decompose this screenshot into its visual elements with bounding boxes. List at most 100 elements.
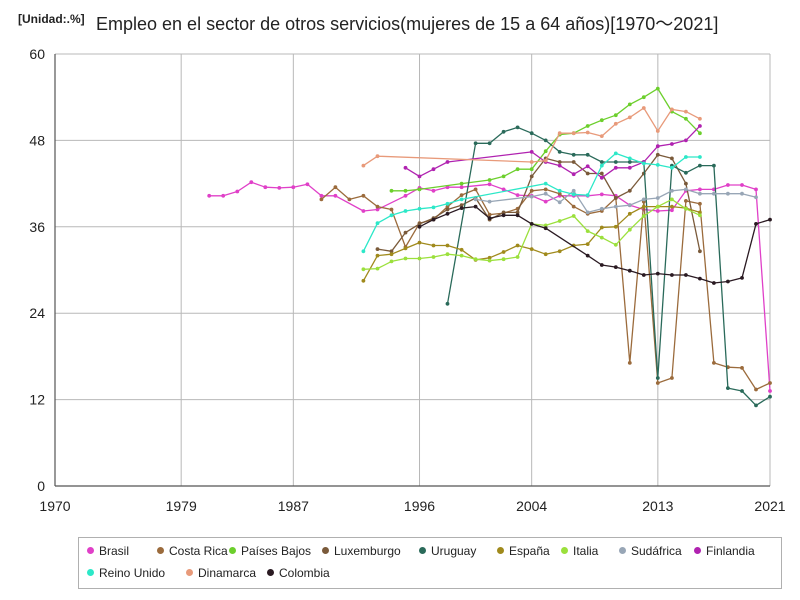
legend-marker xyxy=(157,547,164,555)
y-tick-label: 36 xyxy=(29,219,45,235)
data-point-brasil xyxy=(277,186,282,190)
data-point-sudafrica xyxy=(754,195,758,200)
data-point-reino-unido xyxy=(599,163,604,168)
data-point-italia xyxy=(684,206,688,211)
data-point-colombia xyxy=(698,276,702,281)
data-point-espana xyxy=(403,246,408,251)
series-reino-unido xyxy=(361,151,702,254)
data-point-colombia xyxy=(670,273,674,277)
data-point-sudafrica xyxy=(585,210,590,215)
x-tick-label: 2013 xyxy=(642,498,673,514)
data-point-uruguay xyxy=(698,163,702,168)
data-point-espana xyxy=(515,243,520,248)
data-point-dinamarca xyxy=(655,129,660,133)
data-point-luxemburgo xyxy=(501,210,506,215)
series-colombia xyxy=(417,204,772,285)
data-point-italia xyxy=(655,204,660,209)
data-point-brasil xyxy=(599,192,604,197)
data-point-costa-rica xyxy=(754,387,758,392)
data-point-italia xyxy=(599,235,604,240)
data-point-brasil xyxy=(207,193,212,198)
data-point-paises-bajos xyxy=(585,124,590,128)
data-point-espana xyxy=(670,204,674,209)
data-point-sudafrica xyxy=(670,188,674,193)
data-point-reino-unido xyxy=(389,213,394,218)
series-luxemburgo xyxy=(375,152,702,254)
legend-marker xyxy=(229,547,236,555)
data-point-reino-unido xyxy=(375,221,380,226)
data-point-finlandia xyxy=(403,165,408,170)
legend-marker xyxy=(186,569,193,577)
legend-item-colombia: Colombia xyxy=(267,566,330,580)
data-point-finlandia xyxy=(655,144,660,149)
data-point-colombia xyxy=(712,281,716,285)
legend-marker xyxy=(497,547,504,555)
legend-item-paises-bajos: Países Bajos xyxy=(229,544,311,558)
data-point-italia xyxy=(375,266,380,271)
data-point-paises-bajos xyxy=(389,188,394,193)
axes xyxy=(54,54,770,487)
data-point-brasil xyxy=(375,207,380,212)
legend-label: Colombia xyxy=(279,566,330,580)
legend-marker xyxy=(619,547,626,555)
legend-item-uruguay: Uruguay xyxy=(419,544,476,558)
data-point-brasil xyxy=(459,185,464,190)
y-tick-label: 60 xyxy=(29,46,45,62)
data-point-brasil xyxy=(221,193,226,198)
data-point-sudafrica xyxy=(655,196,660,200)
data-point-espana xyxy=(529,247,534,252)
legend-marker xyxy=(419,547,426,555)
data-point-sudafrica xyxy=(487,199,492,204)
data-point-espana xyxy=(585,242,590,247)
data-point-brasil xyxy=(543,199,548,204)
data-point-italia xyxy=(571,214,576,218)
data-point-italia xyxy=(487,258,492,263)
legend-marker xyxy=(322,547,329,555)
series-line-brasil xyxy=(209,181,771,392)
data-point-italia xyxy=(417,256,422,261)
data-point-dinamarca xyxy=(543,158,548,163)
data-point-costa-rica xyxy=(627,361,632,365)
data-point-uruguay xyxy=(684,170,688,175)
data-point-brasil xyxy=(361,209,366,213)
data-point-dinamarca xyxy=(571,131,576,136)
x-tick-label: 1979 xyxy=(166,498,197,514)
data-point-dinamarca xyxy=(585,130,590,135)
data-point-colombia xyxy=(501,213,506,218)
data-point-italia xyxy=(670,197,674,202)
data-point-finlandia xyxy=(627,165,632,170)
unit-label: [Unidad:.%] xyxy=(18,12,85,26)
data-point-colombia xyxy=(543,226,548,231)
series-italia xyxy=(361,197,702,272)
data-point-brasil xyxy=(235,189,240,194)
data-point-luxemburgo xyxy=(557,160,562,164)
data-point-colombia xyxy=(740,276,744,280)
data-point-paises-bajos xyxy=(655,86,660,91)
data-point-brasil xyxy=(740,183,744,187)
legend-label: Dinamarca xyxy=(198,566,257,580)
x-tick-label: 2004 xyxy=(516,498,547,514)
data-point-colombia xyxy=(754,222,758,226)
data-point-reino-unido xyxy=(655,163,660,167)
data-point-italia xyxy=(698,213,702,218)
data-point-paises-bajos xyxy=(543,149,548,154)
data-point-uruguay xyxy=(599,160,604,164)
legend-marker xyxy=(561,547,568,555)
series-finlandia xyxy=(403,124,702,180)
data-point-luxemburgo xyxy=(389,249,394,254)
data-point-italia xyxy=(515,255,520,259)
data-point-colombia xyxy=(655,271,660,276)
data-point-paises-bajos xyxy=(529,167,534,172)
data-point-italia xyxy=(543,223,548,228)
data-point-luxemburgo xyxy=(698,249,702,254)
data-point-finlandia xyxy=(599,175,604,180)
data-point-dinamarca xyxy=(670,107,674,112)
data-point-luxemburgo xyxy=(585,171,590,176)
data-point-paises-bajos xyxy=(515,167,520,172)
data-point-uruguay xyxy=(740,389,744,393)
data-point-paises-bajos xyxy=(487,178,492,182)
data-point-brasil xyxy=(319,193,324,198)
data-point-colombia xyxy=(473,204,478,209)
data-point-colombia xyxy=(529,222,534,226)
